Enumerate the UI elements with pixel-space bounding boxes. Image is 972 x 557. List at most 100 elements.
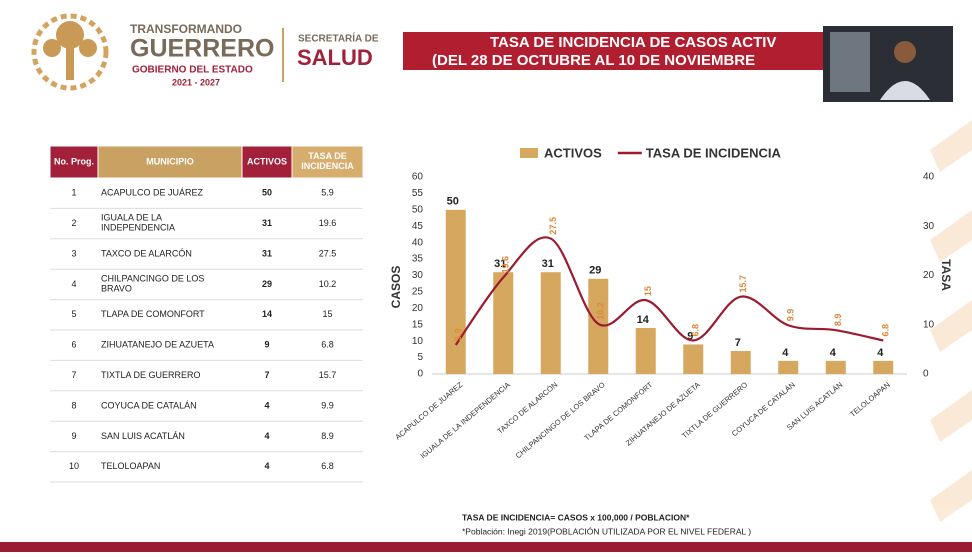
cell: 2 <box>71 218 76 228</box>
y-tick-label: 30 <box>412 270 424 281</box>
cell: 4 <box>264 400 269 410</box>
cell: 1 <box>71 188 76 198</box>
title-line2: (DEL 28 DE OCTUBRE AL 10 DE NOVIEMBRE <box>432 52 755 69</box>
cell: 6.8 <box>321 461 334 471</box>
cell: IGUALA DE LA INDEPENDENCIA <box>101 213 175 233</box>
line-value-label: 10.2 <box>596 302 606 320</box>
cell: 10 <box>69 461 79 471</box>
bar <box>588 278 609 374</box>
cell: 6.8 <box>321 340 334 350</box>
cell: ZIHUATANEJO DE AZUETA <box>101 340 214 350</box>
header-text: ACTIVOS <box>247 156 287 166</box>
brand-main: GUERRERO <box>130 35 274 63</box>
webcam <box>823 26 953 102</box>
title-line1: TASA DE INCIDENCIA DE CASOS ACTIV <box>490 34 776 51</box>
header-text: TASA DE INCIDENCIA <box>301 151 354 171</box>
logo <box>31 13 109 91</box>
y-tick-label: 0 <box>417 369 423 380</box>
header-text: MUNICIPIO <box>146 156 194 166</box>
chart: 0 5 10 15 20 25 30 35 40 45 50 55 60 0 10 20 30 40 CASOS TA… <box>389 145 953 460</box>
y2-tick-label: 20 <box>923 270 935 281</box>
bar-value-label: 4 <box>877 347 884 359</box>
cell: 4 <box>264 461 269 471</box>
cell: 5 <box>71 309 76 319</box>
y2-tick-label: 40 <box>923 172 935 183</box>
brand-sub: GOBIERNO DEL ESTADO <box>132 65 253 76</box>
x-tick-label: CHILPANCINGO DE LOS BRAVO <box>514 380 607 460</box>
brand-top: TRANSFORMANDO <box>130 22 242 36</box>
header-cell <box>97 145 243 179</box>
footnote: *Población: Inegi 2019(POBLACIÓN UTILIZA… <box>462 526 751 536</box>
bar-value-label: 9 <box>687 330 693 342</box>
y-tick-label: 15 <box>412 319 424 330</box>
line-value-label: 15.7 <box>738 275 748 293</box>
header-cell <box>49 145 99 179</box>
x-tick-label: TELOLOAPAN <box>848 380 892 419</box>
bar-value-label: 31 <box>542 258 554 270</box>
line-value-label: 6.8 <box>881 324 891 337</box>
cell: 31 <box>262 248 272 258</box>
bar <box>540 272 561 374</box>
y-tick-label: 20 <box>412 303 424 314</box>
cell: 10.2 <box>319 279 337 289</box>
dept-main: SALUD <box>297 45 373 70</box>
y-tick-label: 35 <box>412 254 424 265</box>
cell: ACAPULCO DE JUÁREZ <box>101 188 204 198</box>
cell: TAXCO DE ALARCÓN <box>101 248 192 258</box>
bar-value-label: 4 <box>830 347 837 359</box>
bar <box>825 360 846 374</box>
bar-value-label: 14 <box>637 314 650 326</box>
legend-label: TASA DE INCIDENCIA <box>646 145 782 160</box>
header-cell <box>241 145 293 179</box>
bar-value-label: 31 <box>494 258 506 270</box>
cell: CHILPANCINGO DE LOS BRAVO <box>101 274 204 294</box>
line-value-label: 27.5 <box>548 217 558 235</box>
brand-years: 2021 - 2027 <box>172 77 220 87</box>
cell: 50 <box>262 188 272 198</box>
cell: 9.9 <box>321 400 334 410</box>
cell: TIXTLA DE GUERRERO <box>101 370 201 380</box>
y2-tick-label: 30 <box>923 221 935 232</box>
cell: 15 <box>322 309 332 319</box>
title-banner <box>403 32 828 70</box>
bar-value-label: 50 <box>447 196 459 208</box>
dept-top: SECRETARÍA DE <box>298 32 379 45</box>
y-tick-label: 50 <box>412 204 424 215</box>
cell: 4 <box>71 279 76 289</box>
y-tick-label: 10 <box>412 336 424 347</box>
cell: 8.9 <box>321 431 334 441</box>
line <box>454 236 884 346</box>
bar <box>730 351 751 374</box>
cell: 7 <box>71 370 76 380</box>
cell: 3 <box>71 248 76 258</box>
table: No. Prog. MUNICIPIO ACTIVOS TASA DE INCIDENC… <box>49 145 364 483</box>
line-value-label: 19.6 <box>501 256 511 274</box>
bar <box>635 328 656 374</box>
y-tick-label: 25 <box>412 287 424 298</box>
x-tick-label: IGUALA DE LA INDEPENDENCIA <box>419 380 512 460</box>
line-value-label: 5.9 <box>453 328 463 341</box>
footnote: TASA DE INCIDENCIA= CASOS x 100,000 / PO… <box>462 512 690 522</box>
cell: 14 <box>262 309 272 319</box>
cell: 5.9 <box>321 188 334 198</box>
y-tick-label: 45 <box>412 221 424 232</box>
cell: 6 <box>71 340 76 350</box>
line-value-label: 9.9 <box>786 309 796 322</box>
cell: 31 <box>262 218 272 228</box>
cell: 9 <box>264 340 269 350</box>
line-value-label: 8.9 <box>833 314 843 327</box>
cell: TLAPA DE COMONFORT <box>101 309 205 319</box>
cell: 15.7 <box>319 370 337 380</box>
line-value-label: 6.8 <box>691 324 701 337</box>
cell: COYUCA DE CATALÁN <box>101 400 197 410</box>
y-tick-label: 5 <box>417 352 423 363</box>
y-tick-label: 55 <box>412 188 424 199</box>
y2-axis-label: TASA <box>939 259 953 291</box>
line-value-label: 15 <box>643 286 653 296</box>
cell: 27.5 <box>319 248 337 258</box>
bar <box>778 360 799 374</box>
cell: 9 <box>71 431 76 441</box>
bar-value-label: 29 <box>589 265 601 277</box>
